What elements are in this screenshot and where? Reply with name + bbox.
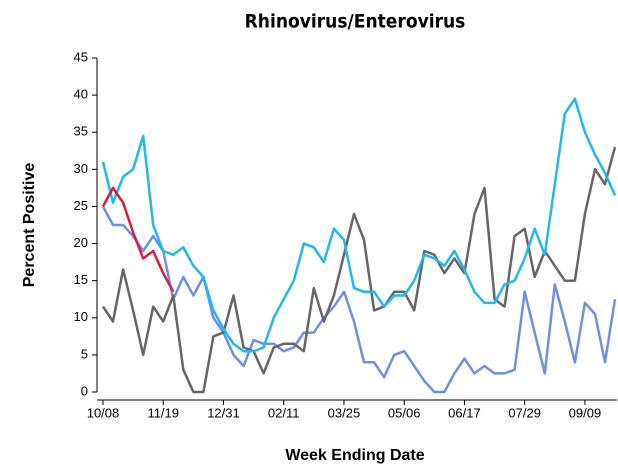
x-tick-label: 10/08 [87,405,120,420]
y-tick-label: 35 [74,124,88,139]
y-tick-label: 10 [74,309,88,324]
y-tick-label: 0 [81,383,88,398]
x-tick-label: 02/11 [268,405,300,420]
y-axis-label: Percent Positive [21,163,38,288]
series-line [101,146,617,394]
x-tick-label: 05/06 [388,405,421,420]
y-tick-label: 5 [81,346,88,361]
y-tick-label: 45 [74,49,88,64]
x-tick-label: 11/19 [147,405,179,420]
x-tick-label: 12/31 [207,405,240,420]
series-line [101,97,617,353]
chart-title: Rhinovirus/Enterovirus [245,11,466,33]
series-line [101,205,617,394]
x-tick-label: 09/09 [569,405,602,420]
x-axis-label: Week Ending Date [285,447,424,464]
x-tick-label: 06/17 [448,405,481,420]
x-tick-label: 03/25 [328,405,361,420]
y-tick-label: 30 [74,161,88,176]
y-tick-label: 40 [74,87,88,102]
series-line [101,186,175,293]
y-tick-label: 15 [74,272,88,287]
y-tick-label: 20 [74,235,88,250]
x-tick-label: 07/29 [508,405,541,420]
y-tick-label: 25 [74,198,88,213]
